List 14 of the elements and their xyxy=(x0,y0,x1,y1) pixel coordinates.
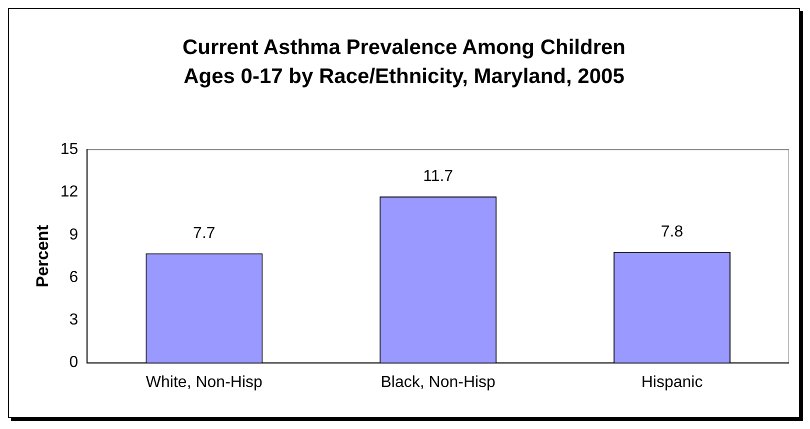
y-tick-label: 9 xyxy=(69,226,78,244)
x-tick-label: White, Non-Hisp xyxy=(146,374,262,391)
chart-title: Current Asthma Prevalence Among Children Ages 0-17 by Race/Ethnicity, Maryland, 2005 xyxy=(181,35,627,90)
data-label: 7.7 xyxy=(193,224,216,242)
data-label: 7.8 xyxy=(660,223,684,240)
y-tick-label: 15 xyxy=(60,141,78,158)
y-tick-label: 6 xyxy=(69,268,78,286)
y-tick-label: 0 xyxy=(69,354,78,372)
data-label: 11.7 xyxy=(423,168,454,185)
y-axis-title: Percent xyxy=(32,224,52,288)
y-tick-label: 12 xyxy=(60,184,78,201)
x-tick-label: Hispanic xyxy=(641,374,703,391)
x-tick-label: Black, Non-Hisp xyxy=(380,374,496,391)
y-tick-label: 3 xyxy=(69,312,78,329)
